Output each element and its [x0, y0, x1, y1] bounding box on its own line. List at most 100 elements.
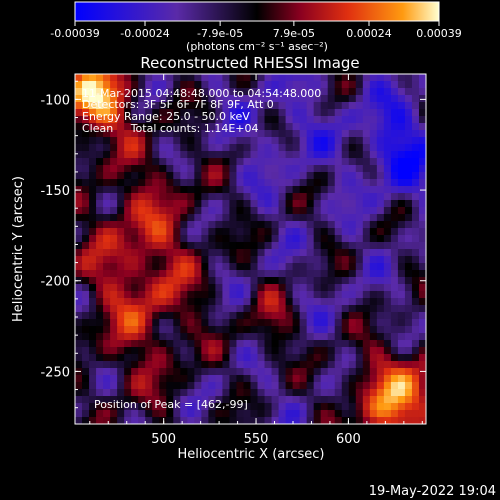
heatmap-cell	[369, 263, 378, 271]
heatmap-cell	[215, 158, 223, 166]
heatmap-cell	[75, 291, 83, 299]
heatmap-cell	[411, 382, 420, 390]
heatmap-cell	[194, 312, 202, 320]
heatmap-cell	[138, 116, 146, 124]
heatmap-cell	[159, 165, 167, 173]
heatmap-cell	[96, 228, 104, 236]
heatmap-cell	[320, 214, 329, 222]
heatmap-cell	[243, 165, 251, 173]
heatmap-cell	[264, 172, 272, 180]
heatmap-cell	[376, 172, 385, 180]
heatmap-cell	[348, 221, 357, 229]
heatmap-cell	[117, 165, 125, 173]
heatmap-cell	[376, 81, 385, 89]
heatmap-cell	[89, 382, 97, 390]
annotation-detectors: Detectors: 3F 5F 6F 7F 8F 9F, Att 0	[82, 98, 274, 111]
heatmap-cell	[355, 74, 364, 82]
heatmap-cell	[236, 270, 244, 278]
heatmap-cell	[243, 291, 251, 299]
heatmap-cell	[208, 333, 216, 341]
heatmap-cell	[145, 298, 153, 306]
heatmap-cell	[180, 179, 188, 187]
heatmap-cell	[243, 417, 251, 424]
heatmap-cell	[152, 340, 160, 348]
heatmap-cell	[404, 186, 413, 194]
heatmap-cell	[348, 207, 357, 215]
heatmap-cell	[208, 403, 216, 411]
heatmap-cell	[369, 179, 378, 187]
heatmap-cell	[285, 74, 294, 82]
heatmap-cell	[215, 200, 223, 208]
heatmap-cell	[236, 263, 244, 271]
heatmap-cell	[96, 81, 104, 89]
heatmap-cell	[404, 270, 413, 278]
heatmap-cell	[383, 193, 392, 201]
heatmap-cell	[201, 144, 209, 152]
heatmap-cell	[173, 123, 181, 131]
heatmap-cell	[418, 249, 426, 257]
heatmap-cell	[397, 200, 406, 208]
heatmap-cell	[110, 284, 118, 292]
heatmap-cell	[82, 319, 90, 327]
heatmap-cell	[271, 200, 279, 208]
heatmap-cell	[390, 207, 399, 215]
heatmap-cell	[320, 354, 329, 362]
heatmap-cell	[159, 186, 167, 194]
heatmap-cell	[180, 81, 188, 89]
heatmap-cell	[397, 144, 406, 152]
heatmap-cell	[369, 298, 378, 306]
heatmap-cell	[166, 130, 174, 138]
heatmap-cell	[362, 368, 371, 376]
heatmap-cell	[152, 130, 160, 138]
heatmap-cell	[194, 116, 202, 124]
heatmap-cell	[124, 403, 132, 411]
heatmap-cell	[348, 116, 357, 124]
heatmap-cell	[250, 417, 258, 424]
heatmap-cell	[152, 403, 160, 411]
heatmap-cell	[390, 410, 399, 418]
heatmap-cell	[383, 200, 392, 208]
heatmap-cell	[418, 312, 426, 320]
heatmap-cell	[278, 123, 286, 131]
heatmap-cell	[159, 74, 167, 82]
heatmap-cell	[180, 256, 188, 264]
heatmap-cell	[103, 102, 111, 110]
heatmap-cell	[278, 235, 286, 243]
heatmap-cell	[257, 284, 265, 292]
heatmap-cell	[117, 81, 125, 89]
heatmap-cell	[306, 403, 315, 411]
heatmap-cell	[390, 74, 399, 82]
heatmap-cell	[145, 277, 153, 285]
heatmap-cell	[187, 123, 195, 131]
heatmap-cell	[194, 361, 202, 369]
heatmap-cell	[222, 249, 230, 257]
heatmap-cell	[96, 158, 104, 166]
heatmap-cell	[138, 193, 146, 201]
heatmap-cell	[264, 81, 272, 89]
heatmap-cell	[327, 193, 336, 201]
heatmap-cell	[376, 151, 385, 159]
heatmap-cell	[285, 137, 294, 145]
heatmap-cell	[131, 214, 139, 222]
heatmap-cell	[257, 375, 265, 383]
heatmap-cell	[355, 130, 364, 138]
heatmap-cell	[159, 340, 167, 348]
heatmap-cell	[215, 123, 223, 131]
heatmap-cell	[243, 396, 251, 404]
heatmap-cell	[222, 256, 230, 264]
heatmap-cell	[96, 389, 104, 397]
heatmap-cell	[320, 263, 329, 271]
heatmap-cell	[404, 333, 413, 341]
heatmap-cell	[355, 298, 364, 306]
heatmap-cell	[215, 256, 223, 264]
y-axis-label: Heliocentric Y (arcsec)	[11, 176, 26, 322]
heatmap-cell	[117, 207, 125, 215]
heatmap-cell	[264, 137, 272, 145]
heatmap-cell	[397, 347, 406, 355]
heatmap-cell	[222, 375, 230, 383]
heatmap-cell	[348, 270, 357, 278]
heatmap-cell	[187, 389, 195, 397]
heatmap-cell	[369, 95, 378, 103]
heatmap-cell	[390, 312, 399, 320]
heatmap-cell	[117, 340, 125, 348]
